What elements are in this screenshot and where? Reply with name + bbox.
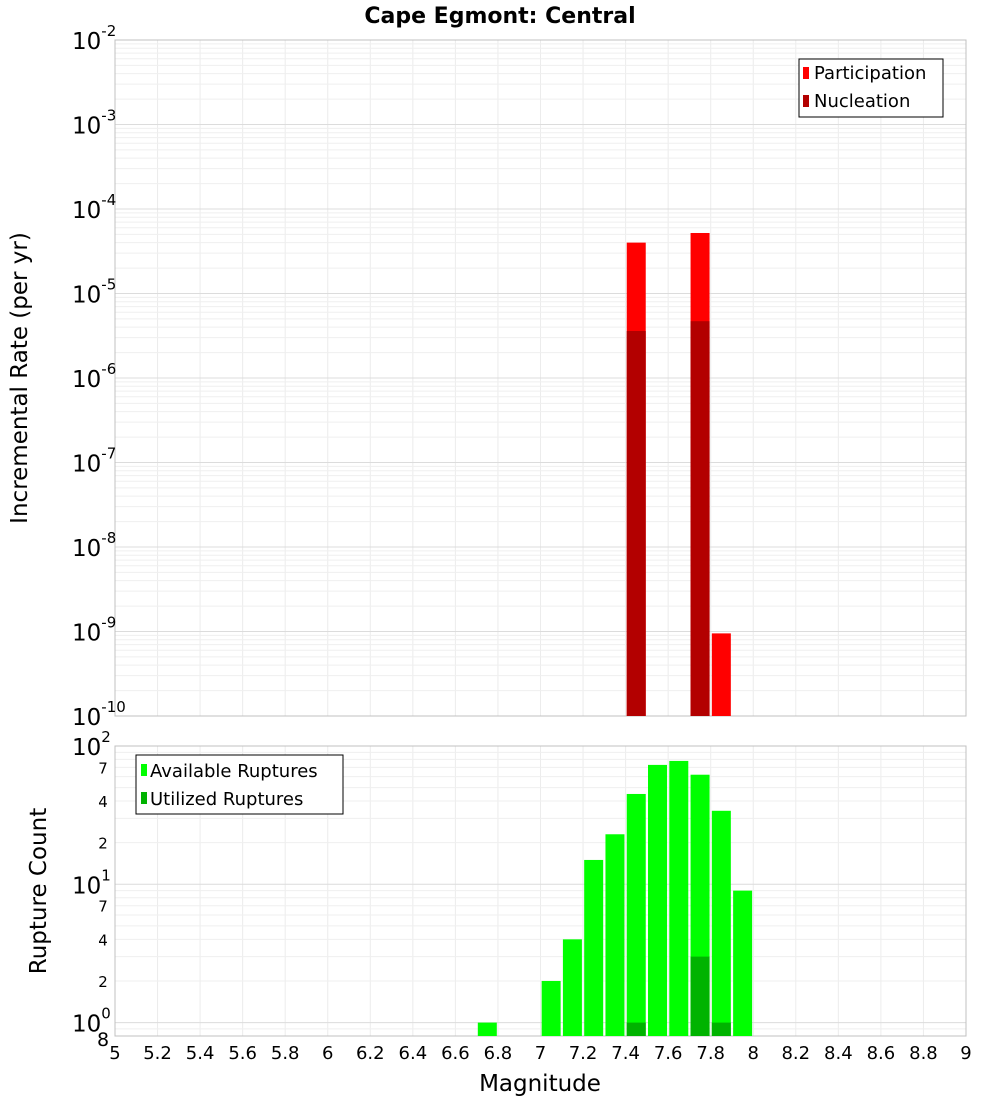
x-tick-label: 5.6: [228, 1043, 257, 1064]
bottom-y-minor-tick-label: 4: [98, 793, 108, 811]
bar-available-ruptures-6.75: [477, 1022, 497, 1036]
bottom-plot-area: [114, 745, 967, 1037]
bottom-y-tick-exponent: 0: [101, 1005, 111, 1023]
bottom-y-minor-tick-label: 8: [97, 1029, 109, 1051]
x-tick-label: 5.4: [186, 1043, 215, 1064]
top-y-tick-exponent: -6: [101, 360, 116, 378]
x-tick-label: 5: [109, 1043, 120, 1064]
x-tick-label: 8.6: [867, 1043, 896, 1064]
top-legend-box: [798, 58, 944, 118]
bar-nucleation-7.45: [626, 330, 646, 716]
top-y-tick-exponent: -10: [101, 698, 126, 716]
x-tick-label: 8.8: [909, 1043, 938, 1064]
top-y-tick-label: 10-6: [72, 360, 116, 393]
bottom-y-tick-label: 102: [72, 728, 111, 761]
top-y-tick-label: 10-5: [72, 276, 116, 309]
bar-available-ruptures-7.65: [669, 760, 689, 1036]
x-tick-label: 6.6: [441, 1043, 470, 1064]
bottom-y-minor-tick-label: 7: [98, 898, 108, 916]
x-axis-label: Magnitude: [479, 1071, 601, 1097]
bar-participation-7.85: [711, 633, 731, 716]
top-y-tick-exponent: -5: [101, 276, 116, 294]
x-tick-label: 6.8: [484, 1043, 513, 1064]
bar-available-ruptures-7.05: [541, 980, 561, 1036]
top-y-tick-exponent: -3: [101, 107, 116, 125]
bottom-legend: Available Ruptures Utilized Ruptures: [135, 754, 344, 815]
x-tick-label: 9: [960, 1043, 971, 1064]
bottom-y-minor-tick-label: 2: [98, 835, 108, 853]
x-tick-label: 7.8: [696, 1043, 725, 1064]
top-y-tick-label: 10-3: [72, 107, 116, 140]
bottom-y-minor-tick-label: 7: [98, 759, 108, 777]
top-y-tick-label: 10-2: [72, 22, 116, 55]
top-legend: Participation Nucleation: [798, 58, 944, 118]
legend-swatch-participation: [803, 67, 809, 79]
x-tick-label: 7.2: [569, 1043, 598, 1064]
bottom-y-tick-exponent: 1: [101, 866, 111, 884]
x-tick-label: 7: [535, 1043, 546, 1064]
bottom-y-axis-label: Rupture Count: [26, 808, 52, 974]
top-y-tick-exponent: -2: [101, 22, 116, 40]
legend-swatch-nucleation: [803, 95, 809, 107]
top-y-tick-label: 10-10: [72, 698, 126, 731]
top-y-tick-label: 10-4: [72, 191, 116, 224]
x-tick-label: 5.2: [143, 1043, 172, 1064]
bar-available-ruptures-7.85: [711, 810, 731, 1036]
top-plot-grid: [114, 40, 967, 717]
x-tick-label: 7.4: [611, 1043, 640, 1064]
x-tick-label: 5.8: [271, 1043, 300, 1064]
top-y-axis-label: Incremental Rate (per yr): [7, 232, 33, 524]
x-tick-label: 6.4: [399, 1043, 428, 1064]
bottom-y-minor-tick-label: 4: [98, 931, 108, 949]
top-y-tick-label: 10-7: [72, 445, 116, 478]
x-tick-label: 8.4: [824, 1043, 853, 1064]
x-tick-labels: 5 5.2 5.4 5.6 5.8 6 6.2 6.4 6.6 6.8 7 7.2 7.4 7.6 7.8 8…: [109, 1043, 971, 1064]
legend-swatch-available: [141, 764, 147, 776]
bar-available-ruptures-7.25: [584, 859, 604, 1036]
top-y-tick-exponent: -4: [101, 191, 116, 209]
legend-label-nucleation: Nucleation: [814, 91, 910, 112]
bar-available-ruptures-7.35: [605, 834, 625, 1036]
bottom-y-minor-tick-label: 2: [98, 973, 108, 991]
bottom-bars: [477, 760, 753, 1036]
bar-utilized-ruptures-7.45: [626, 1022, 646, 1036]
x-tick-label: 8: [748, 1043, 759, 1064]
x-tick-label: 6.2: [356, 1043, 385, 1064]
legend-label-available: Available Ruptures: [150, 761, 318, 782]
top-y-tick-exponent: -8: [101, 529, 116, 547]
bar-available-ruptures-7.15: [562, 939, 582, 1036]
legend-label-participation: Participation: [814, 63, 926, 84]
bottom-legend-box: [135, 754, 344, 815]
top-plot-area: [114, 39, 967, 717]
top-y-tick-label: 10-8: [72, 529, 116, 562]
bar-utilized-ruptures-7.75: [690, 956, 710, 1036]
legend-swatch-utilized: [141, 792, 147, 804]
bar-available-ruptures-7.45: [626, 793, 646, 1036]
top-y-tick-exponent: -7: [101, 445, 116, 463]
top-bars: [626, 232, 731, 717]
bar-utilized-ruptures-7.85: [711, 1022, 731, 1036]
bottom-y-tick-label: 101: [72, 866, 111, 899]
chart-title: Cape Egmont: Central: [364, 4, 635, 29]
x-tick-label: 7.6: [654, 1043, 683, 1064]
x-tick-label: 6: [322, 1043, 333, 1064]
bar-available-ruptures-7.95: [733, 890, 753, 1036]
top-y-tick-exponent: -9: [101, 614, 116, 632]
bar-available-ruptures-7.55: [648, 764, 668, 1036]
legend-label-utilized: Utilized Ruptures: [150, 789, 303, 810]
top-y-tick-label: 10-9: [72, 614, 116, 647]
x-tick-label: 8.2: [781, 1043, 810, 1064]
bar-nucleation-7.75: [690, 321, 710, 716]
bottom-y-tick-exponent: 2: [101, 728, 111, 746]
